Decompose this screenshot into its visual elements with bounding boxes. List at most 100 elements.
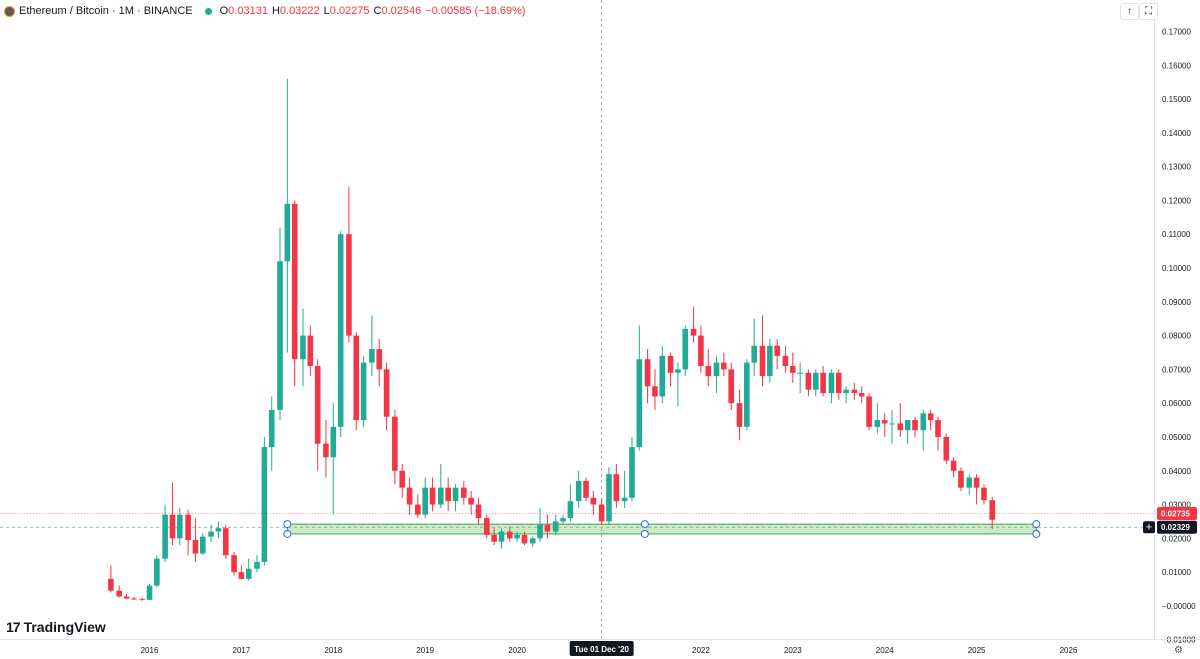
time-tick-label: 2024 bbox=[876, 646, 894, 655]
plus-icon-glyph: + bbox=[1146, 522, 1152, 534]
zone-resize-handle bbox=[1032, 529, 1041, 538]
candle bbox=[858, 386, 865, 404]
candle-body bbox=[851, 389, 858, 394]
candle bbox=[797, 362, 803, 394]
candle bbox=[613, 463, 620, 508]
candle-body bbox=[376, 349, 383, 370]
candle-body bbox=[330, 426, 337, 458]
candle bbox=[874, 403, 881, 434]
candle bbox=[782, 345, 789, 373]
candle-body bbox=[445, 487, 451, 502]
candle bbox=[920, 409, 927, 451]
candle bbox=[744, 359, 750, 431]
candle bbox=[330, 403, 337, 515]
candle-body bbox=[989, 500, 996, 520]
candle bbox=[667, 352, 674, 387]
candle bbox=[897, 403, 904, 437]
price-tick-label: 0.09000 bbox=[1162, 298, 1191, 307]
candle bbox=[575, 470, 582, 508]
candle bbox=[383, 362, 390, 431]
candle bbox=[415, 494, 421, 519]
time-tick-label: 2017 bbox=[233, 646, 251, 655]
candle bbox=[392, 409, 398, 485]
price-tick-label: 0.15000 bbox=[1162, 95, 1191, 104]
time-tick-label: 2022 bbox=[692, 646, 710, 655]
candle-body bbox=[950, 460, 957, 471]
zone-resize-handle bbox=[640, 520, 649, 529]
candle-body bbox=[284, 203, 291, 262]
candle bbox=[759, 315, 766, 387]
candle-body bbox=[820, 372, 826, 394]
candle bbox=[659, 345, 666, 404]
candle bbox=[851, 382, 858, 400]
candle-body bbox=[767, 345, 773, 377]
candle-body bbox=[598, 504, 605, 522]
candle-body bbox=[514, 534, 520, 539]
candle-body bbox=[881, 420, 888, 424]
candle bbox=[268, 396, 275, 471]
candle-body bbox=[920, 413, 927, 431]
candle bbox=[468, 491, 474, 515]
candle bbox=[406, 477, 413, 515]
candle-body bbox=[782, 355, 789, 367]
fullscreen-icon[interactable]: ⛶ bbox=[1139, 3, 1158, 20]
candle bbox=[935, 416, 941, 451]
candle-body bbox=[392, 416, 398, 471]
candle bbox=[162, 504, 168, 562]
candle-body bbox=[323, 443, 329, 458]
candle-body bbox=[943, 436, 950, 461]
candle bbox=[521, 531, 528, 546]
symbol-title[interactable]: Ethereum / Bitcoin · 1M · BINANCE bbox=[19, 5, 193, 17]
candle bbox=[353, 332, 360, 431]
candle bbox=[514, 531, 520, 542]
candle bbox=[958, 467, 964, 492]
candle bbox=[774, 338, 780, 370]
price-labels-layer: 0.02735 0.02329 + Tue 01 Dec '20 bbox=[569, 507, 1197, 656]
candle bbox=[337, 230, 344, 437]
price-label-text: 0.02735 bbox=[1161, 510, 1190, 519]
arrow-up-icon[interactable]: ↑ bbox=[1120, 3, 1139, 20]
tradingview-logo[interactable]: 17 TradingView bbox=[6, 619, 106, 635]
candle bbox=[820, 366, 826, 397]
candle-body bbox=[644, 359, 651, 387]
candle bbox=[491, 528, 497, 546]
candle bbox=[222, 524, 229, 559]
settings-gear-icon[interactable]: ⚙ bbox=[1174, 645, 1183, 656]
price-tick-label: −0.01000 bbox=[1162, 636, 1196, 645]
candle bbox=[360, 355, 367, 427]
candle-body bbox=[904, 420, 911, 431]
time-axis[interactable]: 2016 2017 2018 2019 2020 2022 2023 2024 2025 2026 bbox=[0, 639, 1200, 656]
candle bbox=[238, 565, 245, 579]
time-tick-label: 2020 bbox=[508, 646, 526, 655]
candle bbox=[300, 308, 306, 387]
candle bbox=[828, 369, 835, 404]
price-axis[interactable]: 0.17000 0.16000 0.15000 0.14000 0.13000 0.120… bbox=[1154, 0, 1197, 645]
candles-layer bbox=[108, 78, 996, 601]
price-tick-label: 0.11000 bbox=[1162, 230, 1191, 239]
candle bbox=[943, 433, 950, 464]
candle-body bbox=[169, 514, 176, 539]
time-tick-label: 2023 bbox=[784, 646, 802, 655]
candle-body bbox=[277, 261, 283, 410]
candle bbox=[629, 436, 635, 502]
candle bbox=[254, 555, 260, 573]
candle bbox=[705, 349, 712, 387]
price-tick-label: 0.05000 bbox=[1162, 433, 1191, 442]
price-tick-label: 0.06000 bbox=[1162, 399, 1191, 408]
candle bbox=[245, 558, 252, 581]
candle-body bbox=[552, 521, 559, 532]
coin-icon bbox=[4, 5, 15, 17]
candle bbox=[728, 362, 735, 410]
time-tick-label: 2016 bbox=[141, 646, 159, 655]
support-zone-layer[interactable] bbox=[283, 520, 1041, 538]
candle-body bbox=[613, 474, 620, 502]
candle bbox=[277, 227, 283, 421]
candle-body bbox=[874, 420, 881, 427]
candle-body bbox=[460, 487, 467, 498]
price-tick-label: 0.13000 bbox=[1162, 163, 1191, 172]
candle-body bbox=[935, 420, 941, 437]
candle-body bbox=[438, 487, 444, 505]
candle-body bbox=[927, 413, 934, 421]
crosshair-date-box bbox=[569, 641, 634, 656]
